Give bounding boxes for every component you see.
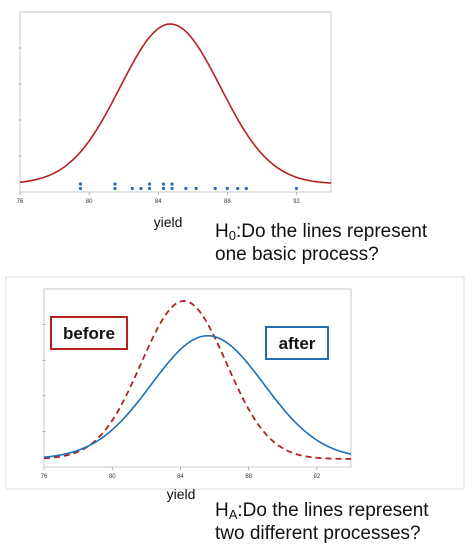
ha-question-line1: HA:Do the lines represent [215, 500, 429, 522]
chart2-xtick-label: 76 [41, 474, 48, 480]
chart1-data-point [161, 186, 166, 191]
chart2-xlabel: yield [167, 486, 196, 502]
chart1-data-point [244, 186, 248, 191]
chart1-xtick-label: 88 [224, 199, 231, 205]
h0-question-line2: one basic process? [215, 244, 379, 265]
ha-question: HA:Do the lines represent two different … [215, 499, 429, 545]
chart1-data-point [294, 186, 299, 191]
after-label: after [278, 334, 316, 353]
chart1-data-point [78, 186, 83, 191]
h0-question: H0:Do the lines represent one basic proc… [215, 220, 427, 266]
chart2-series-after-line [43, 334, 352, 459]
chart1-data-point [194, 186, 198, 191]
chart1-data-point [113, 186, 117, 191]
chart2-panel-frame [5, 276, 465, 490]
chart1-series-curve-line [19, 23, 332, 184]
chart1-data-point [130, 186, 134, 191]
before-label: before [63, 324, 115, 343]
h0-question-line1: H0:Do the lines represent [215, 221, 428, 243]
chart1-xtick-label: 76 [17, 199, 24, 205]
chart1-data-point [161, 182, 166, 186]
after-label-box: after [265, 326, 329, 360]
chart2-xtick-label: 84 [177, 474, 184, 480]
chart1-data-point [147, 182, 152, 186]
chart1-data-point [213, 186, 217, 191]
before-label-box: before [50, 316, 128, 350]
chart1-data-point [139, 186, 143, 191]
chart1-plot-area [19, 11, 332, 193]
chart2-xtick-label: 80 [109, 474, 116, 480]
chart2-series-before-line [43, 300, 352, 460]
ha-question-line2: two different processes? [215, 523, 421, 544]
chart1-data-point [113, 182, 117, 186]
chart1-data-point [147, 186, 152, 191]
chart1-xtick-label: 84 [155, 199, 162, 205]
chart1-data-point [78, 182, 83, 186]
chart1-xtick-label: 92 [293, 199, 300, 205]
chart1-xlabel: yield [154, 214, 183, 230]
chart1-xtick-label: 80 [86, 199, 93, 205]
chart1-data-point [184, 186, 188, 191]
chart1-data-point [225, 186, 229, 191]
chart2-xtick-label: 92 [314, 474, 321, 480]
chart1-data-point [170, 182, 174, 186]
chart2-xtick-label: 88 [245, 474, 252, 480]
chart1-data-point [236, 186, 240, 191]
chart1-data-point [170, 186, 174, 191]
